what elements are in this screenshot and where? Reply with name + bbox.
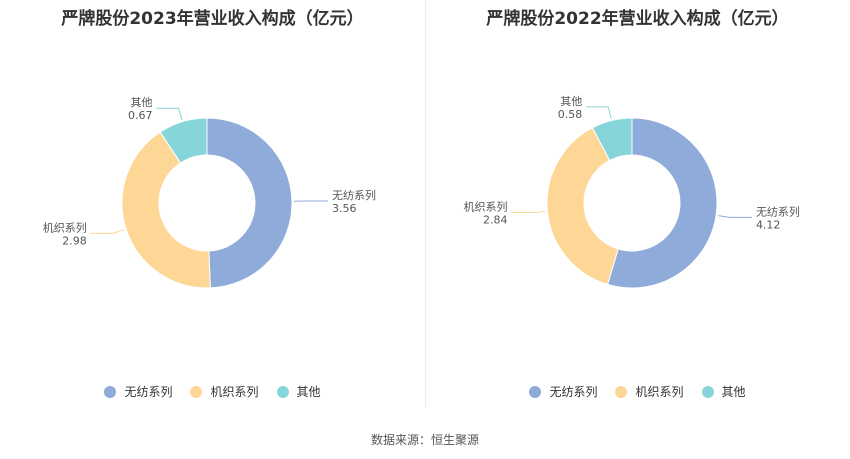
leader-line (511, 210, 546, 213)
slice-category-label: 无纺系列 (756, 204, 800, 218)
legend-item-other[interactable]: 其他 (276, 383, 321, 400)
legend-item-other[interactable]: 其他 (701, 383, 746, 400)
legend-marker (615, 385, 628, 398)
legend-label: 其他 (296, 385, 321, 399)
panel-divider (425, 0, 426, 408)
legend-item-nonwoven[interactable]: 无纺系列 (529, 383, 597, 400)
leader-line (156, 107, 183, 120)
slice-value-label: 2.84 (483, 213, 508, 226)
slice-value-label: 4.12 (756, 218, 781, 231)
slice-category-label: 机织系列 (463, 199, 507, 213)
legend-item-woven[interactable]: 机织系列 (190, 383, 259, 400)
slice-other[interactable] (159, 117, 208, 164)
legend-item-woven[interactable]: 机织系列 (615, 383, 684, 400)
chart-panel-2022: 严牌股份2022年营业收入构成（亿元） 无纺系列 4.12 机织系列 2.84 其他 0.… (425, 0, 850, 410)
legend-marker (104, 385, 117, 398)
slice-woven[interactable] (546, 127, 619, 286)
slice-category-label: 其他 (560, 95, 582, 108)
leader-line (586, 106, 612, 119)
legend-marker (529, 385, 542, 398)
slice-value-label: 0.58 (558, 108, 583, 121)
slice-nonwoven[interactable] (606, 117, 718, 289)
legend-label: 其他 (721, 385, 746, 399)
legend-item-nonwoven[interactable]: 无纺系列 (104, 383, 172, 400)
slice-value-label: 2.98 (62, 234, 87, 247)
legend-label: 机织系列 (635, 385, 684, 399)
legend-label: 无纺系列 (549, 385, 598, 399)
slice-nonwoven[interactable] (206, 117, 293, 289)
legend-marker (276, 385, 289, 398)
leader-line (718, 215, 752, 218)
slice-category-label: 无纺系列 (332, 188, 376, 202)
chart-legend: 无纺系列 机织系列 其他 (425, 383, 850, 400)
slice-category-label: 机织系列 (43, 220, 87, 234)
legend-label: 无纺系列 (124, 385, 173, 399)
slice-value-label: 3.56 (332, 202, 357, 215)
slice-other[interactable] (591, 117, 633, 162)
chart-title: 严牌股份2023年营业收入构成（亿元） (61, 9, 364, 29)
slice-woven[interactable] (121, 131, 211, 289)
slice-category-label: 其他 (131, 96, 153, 109)
data-source: 数据来源：恒生聚源 (370, 433, 479, 447)
slice-value-label: 0.67 (128, 109, 153, 122)
legend-marker (190, 385, 203, 398)
leader-line (90, 229, 125, 234)
legend-marker (701, 385, 714, 398)
chart-title: 严牌股份2022年营业收入构成（亿元） (486, 9, 789, 29)
chart-legend: 无纺系列 机织系列 其他 (0, 383, 425, 400)
legend-label: 机织系列 (210, 385, 259, 399)
chart-panel-2023: 严牌股份2023年营业收入构成（亿元） 无纺系列 3.56 机织系列 2.98 其他 0.… (0, 0, 425, 410)
